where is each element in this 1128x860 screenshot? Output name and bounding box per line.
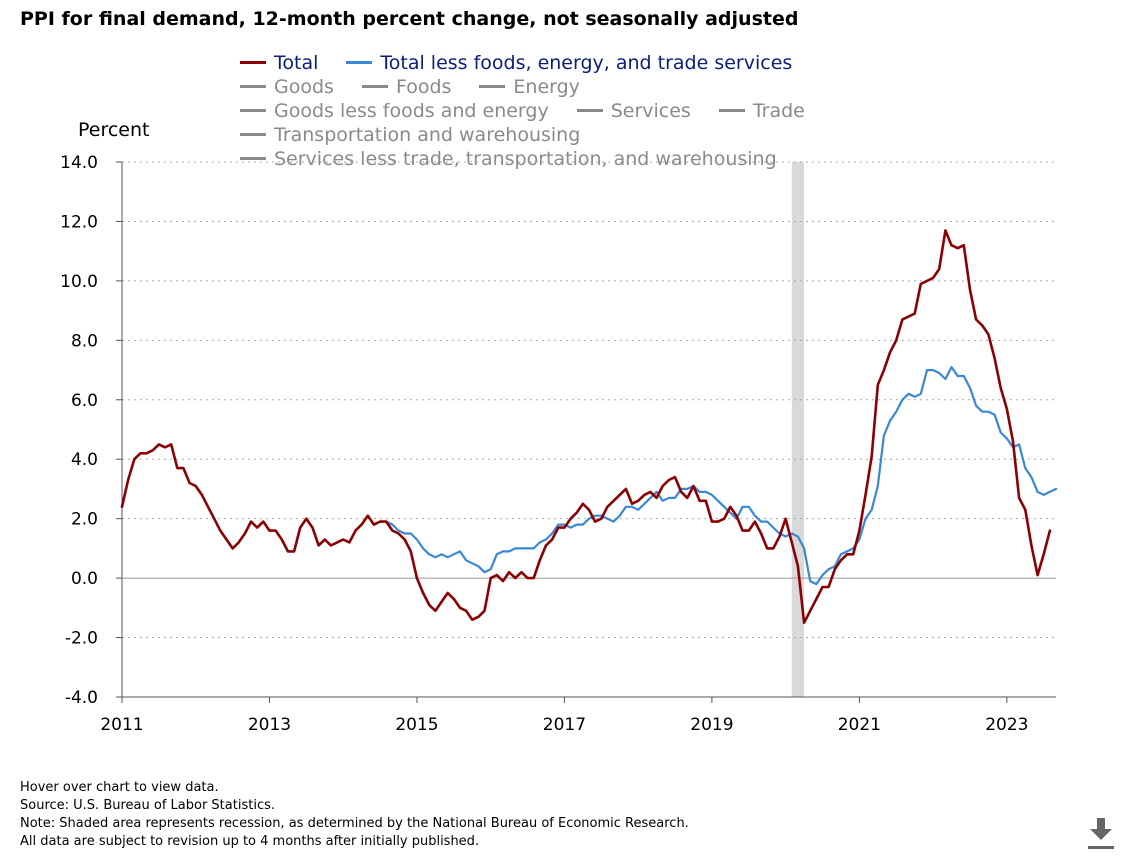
legend-row: Goods Foods Energy — [240, 70, 805, 98]
grid-layer — [122, 161, 1056, 639]
legend-row: Goods less foods and energy Services Trade — [240, 94, 805, 122]
x-tick-label: 2017 — [543, 715, 586, 735]
legend-label: Total — [274, 51, 319, 74]
legend-swatch — [240, 109, 266, 112]
recession-note: Note: Shaded area represents recession, … — [20, 816, 689, 831]
legend-swatch — [240, 157, 266, 160]
legend-row: Transportation and warehousing — [240, 118, 805, 146]
hover-hint: Hover over chart to view data. — [20, 780, 219, 795]
legend-row: Services less trade, transportation, and… — [240, 142, 805, 170]
x-tick-label: 2023 — [985, 715, 1028, 735]
legend-label: Total less foods, energy, and trade serv… — [380, 51, 793, 74]
legend-label: Services — [610, 99, 691, 122]
download-icon — [1088, 818, 1114, 849]
recession-band — [791, 162, 805, 697]
recession-shading-layer — [791, 162, 805, 697]
y-tick-label: 8.0 — [71, 331, 98, 351]
legend-label: Trade — [752, 99, 805, 122]
legend-row: Total Total less foods, energy, and trade… — [240, 46, 805, 74]
y-tick-label: -4.0 — [65, 688, 98, 708]
legend-item-total[interactable]: Total — [240, 51, 318, 75]
y-tick-label: 6.0 — [71, 391, 98, 411]
x-tick-label: 2015 — [395, 715, 438, 735]
legend-swatch — [576, 109, 603, 112]
legend-item-goods[interactable]: Goods — [240, 75, 334, 99]
legend-item-foods[interactable]: Foods — [361, 75, 452, 99]
y-tick-label: 12.0 — [60, 212, 98, 232]
line-chart[interactable]: -4.0 -2.0 0.0 2.0 4.0 6.0 8.0 10.0 12.0 14.0 2011 2… — [0, 0, 1128, 770]
legend-swatch — [346, 61, 373, 64]
y-tick-label: 10.0 — [60, 272, 98, 292]
series-layer — [120, 229, 1058, 624]
axis-layer: -4.0 -2.0 0.0 2.0 4.0 6.0 8.0 10.0 12.0 14.0 2011 2… — [60, 153, 1056, 735]
y-axis-label: Percent — [78, 119, 150, 141]
y-tick-label: 2.0 — [71, 510, 98, 530]
legend-swatch — [479, 85, 506, 88]
legend-label: Energy — [513, 75, 580, 98]
legend-label: Transportation and warehousing — [274, 123, 581, 146]
x-tick-label: 2013 — [248, 715, 291, 735]
legend-label: Services less trade, transportation, and… — [274, 147, 777, 170]
y-tick-label: 4.0 — [71, 450, 98, 470]
legend-label: Goods — [274, 75, 334, 98]
y-tick-label: 14.0 — [60, 153, 98, 173]
legend-label: Foods — [395, 75, 452, 98]
chart-title: PPI for final demand, 12-month percent c… — [20, 8, 799, 30]
source-note: Source: U.S. Bureau of Labor Statistics. — [20, 798, 275, 813]
legend-swatch — [240, 133, 266, 136]
legend-item-services-less-trade-transportation-and-warehousing[interactable]: Services less trade, transportation, and… — [240, 147, 777, 171]
y-tick-label: 0.0 — [71, 569, 98, 589]
legend-item-trade[interactable]: Trade — [718, 99, 805, 123]
chart-footer: Hover over chart to view data. Source: U… — [20, 779, 689, 851]
legend-swatch — [361, 85, 388, 88]
x-tick-label: 2021 — [838, 715, 881, 735]
x-tick-label: 2011 — [100, 715, 143, 735]
legend-swatch — [718, 109, 745, 112]
legend-item-transportation-and-warehousing[interactable]: Transportation and warehousing — [240, 123, 580, 147]
legend-item-energy[interactable]: Energy — [479, 75, 580, 99]
series-line-total[interactable] — [120, 229, 1052, 624]
legend-item-total-less-foods-energy-and-trade-services[interactable]: Total less foods, energy, and trade serv… — [346, 51, 792, 75]
y-tick-label: -2.0 — [65, 629, 98, 649]
legend-swatch — [240, 61, 266, 64]
revision-note: All data are subject to revision up to 4… — [20, 834, 480, 849]
legend-item-services[interactable]: Services — [576, 99, 691, 123]
legend-label: Goods less foods and energy — [274, 99, 549, 122]
legend: Total Total less foods, energy, and trade… — [240, 46, 805, 170]
legend-item-goods-less-foods-and-energy[interactable]: Goods less foods and energy — [240, 99, 549, 123]
series-line-total-less-foods-energy-and-trade-services[interactable] — [385, 366, 1058, 586]
legend-swatch — [240, 85, 266, 88]
x-tick-label: 2019 — [690, 715, 733, 735]
download-button[interactable] — [1086, 816, 1116, 852]
